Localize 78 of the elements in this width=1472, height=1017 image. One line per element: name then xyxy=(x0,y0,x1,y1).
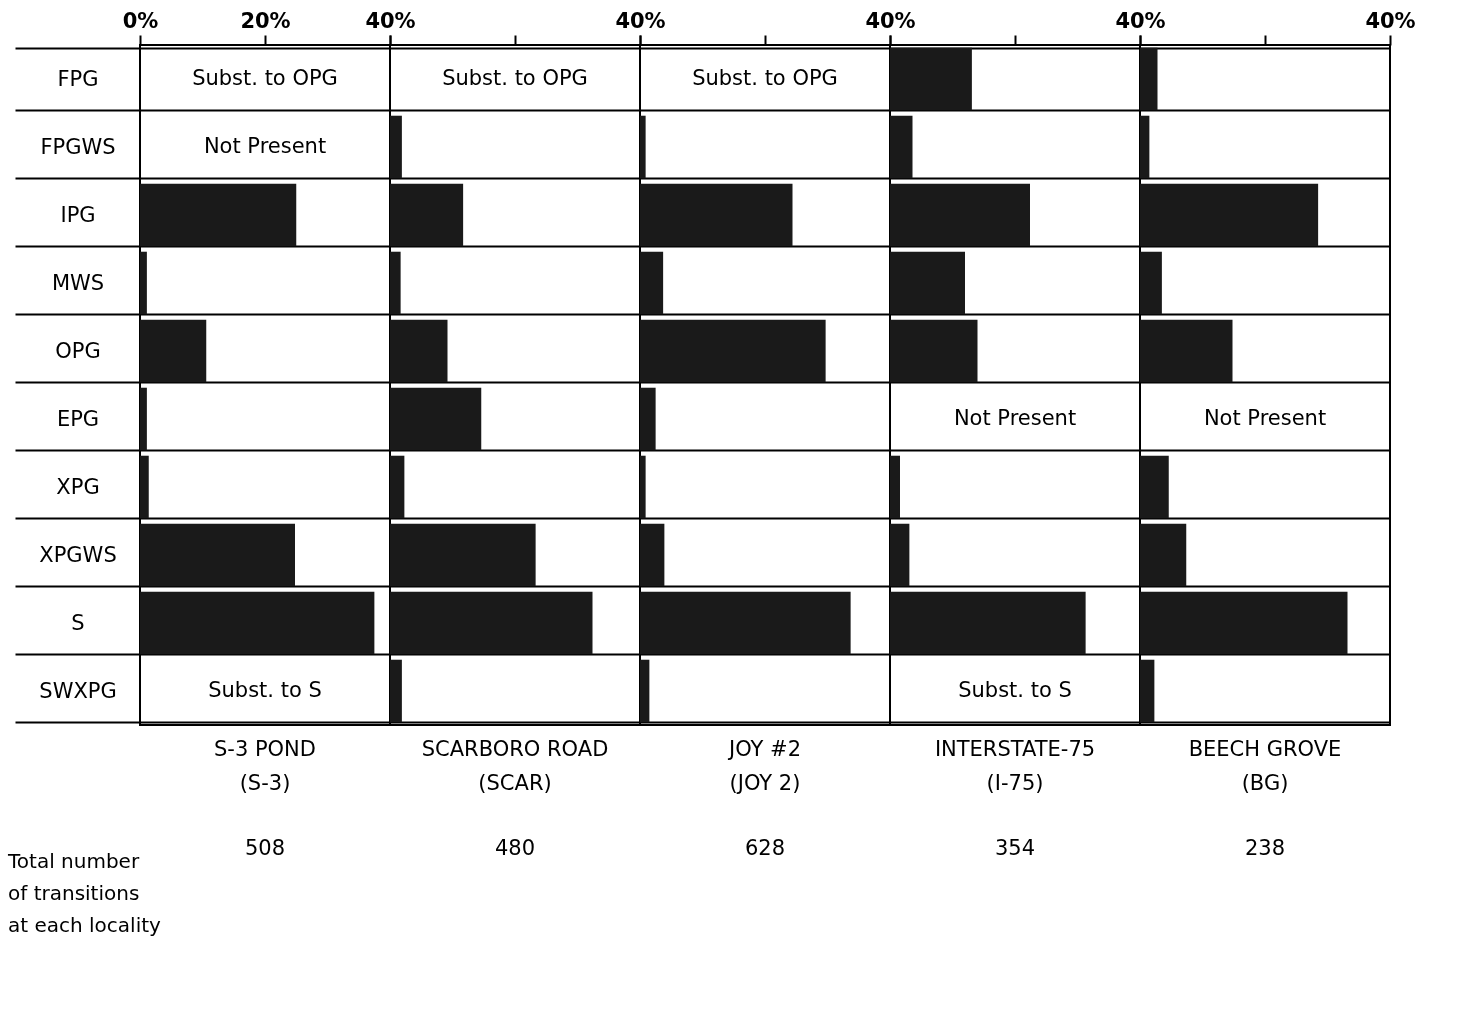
text: 238 xyxy=(1244,836,1286,860)
bar xyxy=(390,523,536,587)
x-tick-label: 40% xyxy=(1365,8,1416,33)
bar xyxy=(640,523,665,587)
bar xyxy=(640,387,656,451)
bar xyxy=(890,455,900,519)
bar xyxy=(1140,523,1187,587)
bar xyxy=(890,319,978,383)
bar xyxy=(390,251,401,315)
text: Total number of transitions at each locality xyxy=(8,848,161,939)
annotation: Not Present xyxy=(1203,406,1327,430)
bar xyxy=(1140,591,1348,655)
annotation: Subst. to S xyxy=(208,678,322,702)
x-tick-label: 40% xyxy=(365,8,416,33)
bar xyxy=(390,115,402,179)
bar xyxy=(640,115,646,179)
x-tick-label: 0% xyxy=(122,8,159,33)
x-tick-label: 40% xyxy=(865,8,916,33)
y-tick-label: SWXPG xyxy=(39,678,117,703)
y-tick-label: FPGWS xyxy=(40,134,116,159)
text: SCARBORO ROAD (SCAR) xyxy=(421,737,609,795)
bar xyxy=(640,591,851,655)
bar xyxy=(1140,115,1150,179)
bar xyxy=(390,387,482,451)
bar xyxy=(390,659,402,723)
y-tick-label: MWS xyxy=(51,270,105,295)
text: INTERSTATE-75 (I-75) xyxy=(934,737,1096,795)
text: BEECH GROVE (BG) xyxy=(1188,737,1342,795)
x-tick-label: 40% xyxy=(1115,8,1166,33)
y-tick-label: XPG xyxy=(56,474,100,499)
bar xyxy=(640,183,793,247)
y-tick-label: S xyxy=(71,610,85,635)
bar xyxy=(140,455,149,519)
bar xyxy=(640,455,646,519)
y-tick-label: EPG xyxy=(56,406,100,431)
bar xyxy=(140,183,297,247)
x-tick-label: 40% xyxy=(615,8,666,33)
annotation: Subst. to S xyxy=(958,678,1072,702)
bar xyxy=(890,115,913,179)
annotation: Subst. to OPG xyxy=(692,66,838,90)
bar xyxy=(390,183,464,247)
bar xyxy=(140,319,207,383)
y-tick-label: OPG xyxy=(55,338,101,363)
bar xyxy=(640,659,650,723)
bar xyxy=(390,455,405,519)
bar xyxy=(1140,251,1162,315)
bar xyxy=(1140,183,1319,247)
bar xyxy=(890,591,1086,655)
bar xyxy=(1140,319,1233,383)
annotation: Not Present xyxy=(203,134,327,158)
annotation: Subst. to OPG xyxy=(192,66,338,90)
text: 354 xyxy=(994,836,1036,860)
bar xyxy=(1140,47,1158,111)
bar xyxy=(890,523,910,587)
bar xyxy=(890,47,972,111)
bar xyxy=(640,319,826,383)
x-tick-label: 20% xyxy=(240,8,291,33)
y-tick-label: XPGWS xyxy=(39,542,117,567)
y-tick-label: IPG xyxy=(60,202,96,227)
bar xyxy=(140,251,147,315)
bar xyxy=(140,387,147,451)
text: 480 xyxy=(494,836,536,860)
text: 628 xyxy=(744,836,786,860)
text: 508 xyxy=(244,836,286,860)
bar xyxy=(890,251,965,315)
bar xyxy=(1140,455,1169,519)
bar xyxy=(140,591,375,655)
bar xyxy=(390,319,448,383)
annotation: Not Present xyxy=(953,406,1077,430)
bar xyxy=(140,523,295,587)
bar xyxy=(890,183,1030,247)
y-tick-label: FPG xyxy=(57,66,99,91)
text: JOY #2 (JOY 2) xyxy=(726,737,802,795)
text: S-3 POND (S-3) xyxy=(213,737,317,795)
bar xyxy=(390,591,593,655)
annotation: Subst. to OPG xyxy=(442,66,588,90)
bar xyxy=(640,251,664,315)
bar xyxy=(1140,659,1155,723)
